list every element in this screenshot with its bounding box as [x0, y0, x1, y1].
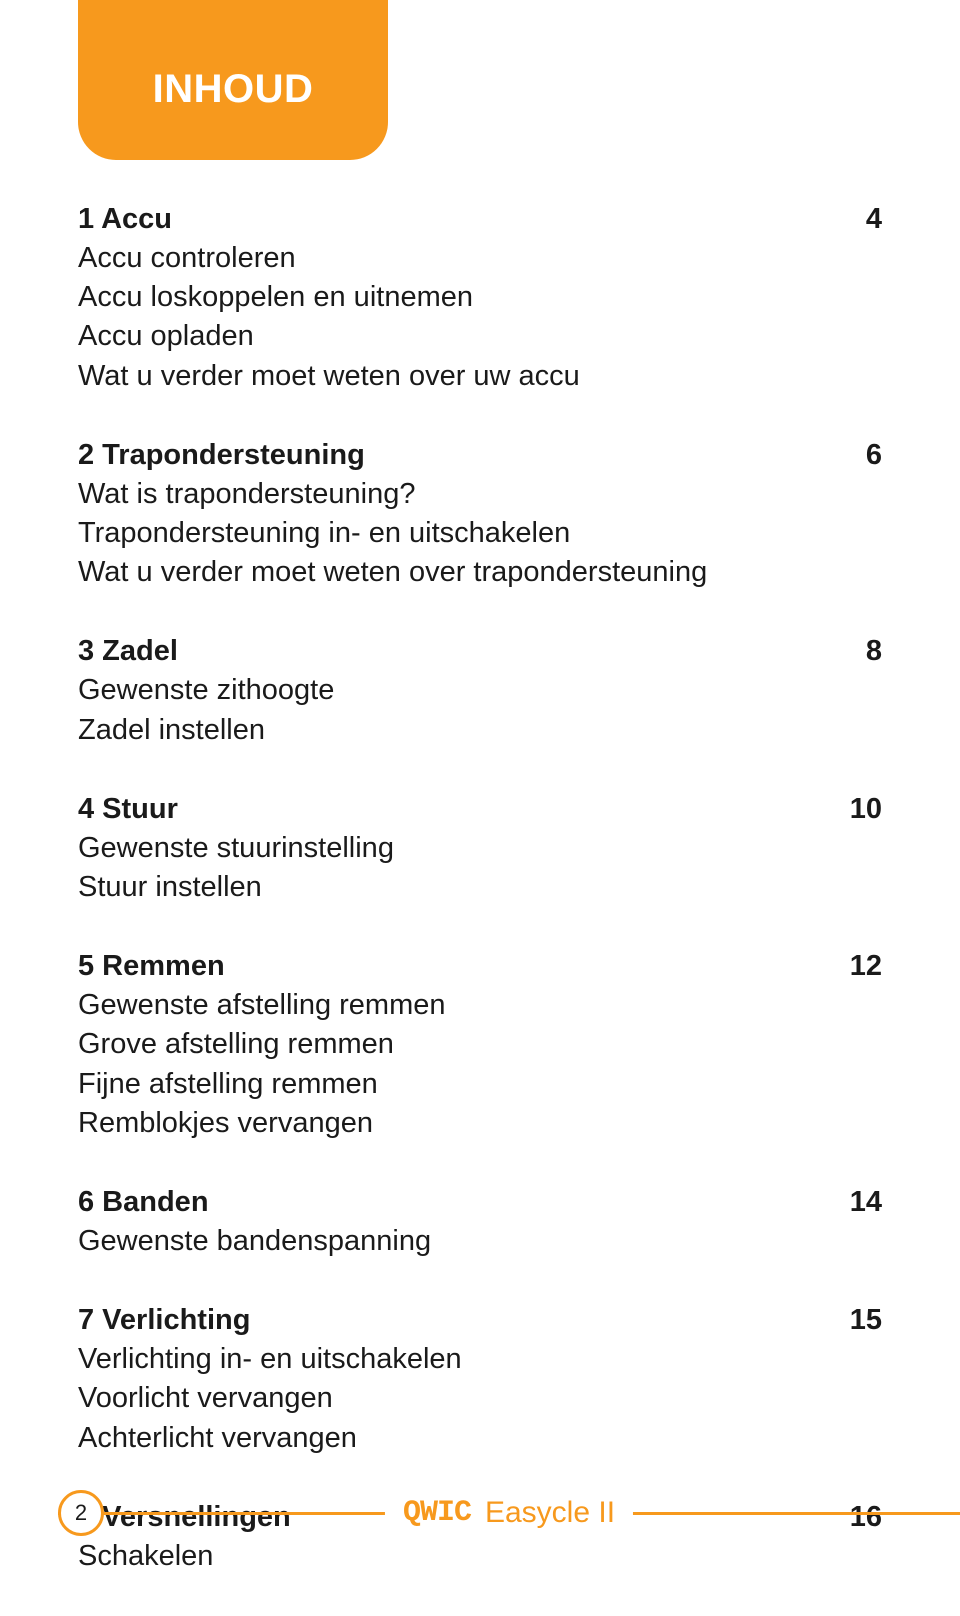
toc-item: Schakelen	[78, 1537, 882, 1576]
toc-item: Accu loskoppelen en uitnemen	[78, 278, 882, 317]
toc-section-page: 15	[850, 1301, 882, 1340]
toc-section: 1 Accu 4 Accu controleren Accu loskoppel…	[78, 200, 882, 396]
toc-item: Voorlicht vervangen	[78, 1379, 882, 1418]
toc-section-heading-row: 4 Stuur 10	[78, 790, 882, 829]
footer: 2 QWIC Easycle II	[58, 1490, 960, 1536]
header-tab: INHOUD	[78, 0, 388, 160]
toc-item: Achterlicht vervangen	[78, 1419, 882, 1458]
toc-item: Trapondersteuning in- en uitschakelen	[78, 514, 882, 553]
toc-section: 2 Trapondersteuning 6 Wat is traponderst…	[78, 436, 882, 593]
toc-item: Fijne afstelling remmen	[78, 1065, 882, 1104]
toc-item: Accu controleren	[78, 239, 882, 278]
toc-section-heading-row: 7 Verlichting 15	[78, 1301, 882, 1340]
toc-item: Stuur instellen	[78, 868, 882, 907]
toc-item: Gewenste bandenspanning	[78, 1222, 882, 1261]
toc-section: 5 Remmen 12 Gewenste afstelling remmen G…	[78, 947, 882, 1143]
toc-section: 6 Banden 14 Gewenste bandenspanning	[78, 1183, 882, 1261]
toc-section-title: 3 Zadel	[78, 632, 178, 671]
toc-item: Remblokjes vervangen	[78, 1104, 882, 1143]
toc-section-page: 8	[866, 632, 882, 671]
toc-content: 1 Accu 4 Accu controleren Accu loskoppel…	[78, 200, 882, 1616]
footer-brand: QWIC Easycle II	[385, 1490, 633, 1536]
toc-section-title: 2 Trapondersteuning	[78, 436, 365, 475]
toc-section-heading-row: 6 Banden 14	[78, 1183, 882, 1222]
toc-section: 7 Verlichting 15 Verlichting in- en uits…	[78, 1301, 882, 1458]
header-title: INHOUD	[153, 67, 314, 112]
toc-item: Gewenste zithoogte	[78, 671, 882, 710]
toc-section: 3 Zadel 8 Gewenste zithoogte Zadel inste…	[78, 632, 882, 749]
toc-item: Grove afstelling remmen	[78, 1025, 882, 1064]
toc-section-title: 7 Verlichting	[78, 1301, 250, 1340]
toc-item: Accu opladen	[78, 317, 882, 356]
toc-item: Verlichting in- en uitschakelen	[78, 1340, 882, 1379]
toc-section-heading-row: 1 Accu 4	[78, 200, 882, 239]
toc-section-title: 4 Stuur	[78, 790, 178, 829]
toc-section: 4 Stuur 10 Gewenste stuurinstelling Stuu…	[78, 790, 882, 907]
product-name: Easycle II	[485, 1496, 615, 1530]
toc-section-title: 6 Banden	[78, 1183, 209, 1222]
toc-item: Wat u verder moet weten over traponderst…	[78, 553, 882, 592]
toc-item: Wat is trapondersteuning?	[78, 475, 882, 514]
toc-item: Gewenste afstelling remmen	[78, 986, 882, 1025]
page-number-badge: 2	[58, 1490, 104, 1536]
toc-section-page: 14	[850, 1183, 882, 1222]
toc-section-page: 4	[866, 200, 882, 239]
toc-section-title: 1 Accu	[78, 200, 172, 239]
toc-item: Zadel instellen	[78, 711, 882, 750]
toc-item: Gewenste stuurinstelling	[78, 829, 882, 868]
toc-section-page: 12	[850, 947, 882, 986]
toc-section-title: 5 Remmen	[78, 947, 225, 986]
toc-section-heading-row: 3 Zadel 8	[78, 632, 882, 671]
page-number: 2	[75, 1500, 87, 1526]
toc-section-page: 6	[866, 436, 882, 475]
toc-item: Wat u verder moet weten over uw accu	[78, 357, 882, 396]
toc-section-heading-row: 5 Remmen 12	[78, 947, 882, 986]
toc-section-heading-row: 2 Trapondersteuning 6	[78, 436, 882, 475]
brand-logo: QWIC	[403, 1496, 471, 1530]
toc-section-page: 10	[850, 790, 882, 829]
